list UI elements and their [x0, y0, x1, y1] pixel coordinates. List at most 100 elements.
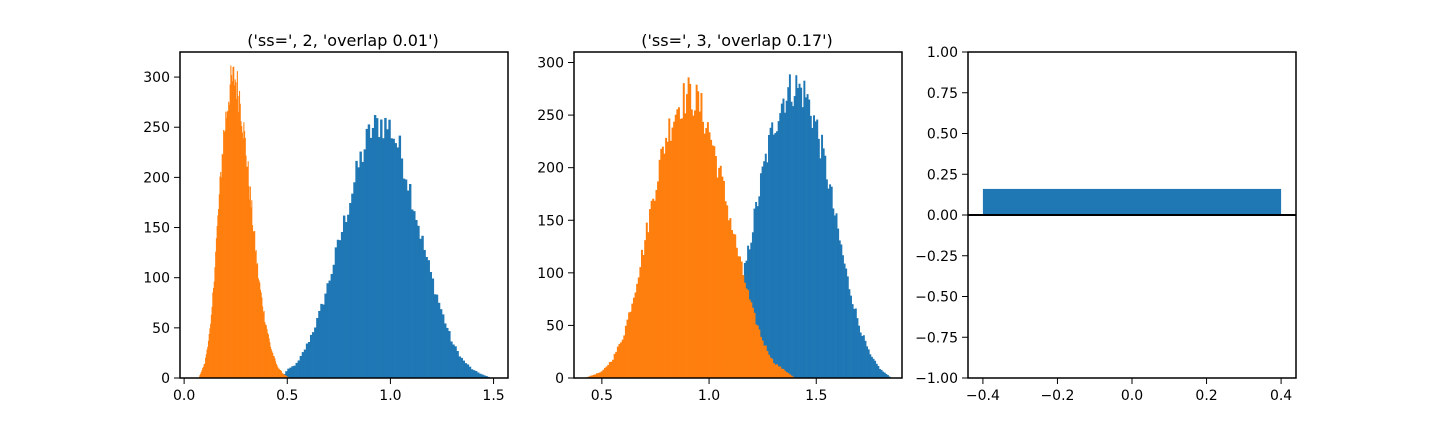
histogram-bar: [792, 106, 795, 378]
histogram-bar: [671, 127, 674, 378]
x-tick-label: 1.0: [698, 388, 720, 404]
histogram-bar: [201, 370, 203, 378]
histogram-bar: [642, 255, 645, 378]
axes-frame: [179, 51, 509, 379]
histogram-bar: [851, 304, 854, 378]
histogram-bar: [624, 325, 627, 378]
histogram-bar: [859, 332, 862, 378]
histogram-bar: [441, 314, 445, 378]
histogram-bar: [386, 129, 389, 378]
histogram-bar: [731, 230, 733, 378]
histogram-bar: [785, 100, 788, 378]
histogram-bar: [602, 369, 605, 378]
histogram-series: [584, 77, 796, 378]
histogram-bar: [474, 371, 478, 378]
histogram-bar: [809, 115, 812, 378]
histogram-bar: [398, 135, 402, 378]
histogram-bar: [202, 367, 204, 378]
histogram-bar: [886, 375, 889, 378]
histogram-bar: [780, 368, 783, 378]
histogram-bar: [591, 375, 594, 378]
histogram-bar: [682, 83, 685, 378]
histogram-bar: [345, 221, 348, 378]
histogram-bar: [213, 281, 215, 378]
histogram-bar: [779, 366, 782, 378]
histogram-bar: [822, 148, 825, 378]
histogram-bar: [267, 332, 269, 378]
x-tick-label: −0.2: [1040, 388, 1074, 404]
histogram-bar: [597, 373, 600, 378]
histogram-bar: [203, 364, 205, 378]
histogram-bar: [663, 153, 666, 378]
histogram-bar: [866, 346, 869, 378]
histogram-bar: [237, 95, 239, 378]
histogram-bar: [756, 325, 759, 378]
histogram-bar: [454, 346, 457, 378]
histogram-bar: [303, 349, 307, 378]
histogram-bar: [722, 180, 725, 378]
histogram-bar: [636, 283, 639, 378]
histogram-bar: [226, 117, 228, 378]
bar-panel-overlap: −0.4 −0.2 0.0 0.2 0.4 −1.00 −0.75 −0.50 −0.25 0.0…: [915, 45, 1297, 404]
histogram-bar: [388, 119, 391, 378]
histogram-bar: [384, 117, 387, 378]
histogram-bar: [652, 198, 655, 378]
histogram-bar: [258, 280, 260, 378]
histogram-bar: [275, 361, 277, 378]
histogram-bar: [800, 87, 803, 378]
histogram-bar: [776, 131, 779, 378]
histogram-bar: [464, 363, 468, 378]
histogram-bar: [623, 335, 626, 378]
y-tick-label: 50: [152, 321, 170, 337]
histogram-bar: [621, 339, 624, 378]
histogram-bar: [276, 365, 278, 378]
histogram-bar: [674, 114, 677, 378]
histogram-bar: [816, 119, 819, 378]
histogram-bar: [804, 97, 807, 378]
histogram-bar: [334, 247, 338, 378]
histogram-bar: [236, 71, 238, 378]
histogram-bar: [322, 304, 325, 378]
histogram-bar: [769, 357, 772, 378]
histogram-bar: [758, 196, 761, 378]
histogram-bar: [718, 167, 721, 378]
histogram-bar: [716, 177, 719, 378]
histogram-bar: [452, 344, 455, 378]
histogram-bar: [711, 145, 714, 378]
histogram-bar: [200, 372, 202, 378]
histogram-bar: [264, 324, 267, 378]
histogram-bar: [205, 357, 207, 378]
histogram-bar: [771, 122, 774, 378]
histogram-bar: [266, 328, 268, 378]
histogram-bar: [858, 325, 861, 378]
histogram-bar: [777, 366, 780, 378]
histogram-bar: [788, 374, 791, 378]
histogram-bar: [273, 356, 275, 378]
histogram-bar: [880, 369, 883, 378]
histogram-bar: [279, 369, 281, 378]
x-tick-label: 0.2: [1195, 388, 1217, 404]
histogram-bar: [660, 148, 663, 378]
histogram-bar: [316, 318, 319, 378]
histogram-bar: [431, 278, 435, 378]
histogram-bar: [616, 346, 619, 378]
histogram-bar: [829, 184, 832, 378]
histogram-bar: [841, 255, 844, 378]
histogram-bar: [249, 186, 251, 378]
histogram-series: [719, 74, 893, 378]
histogram-bar: [872, 358, 875, 378]
histogram-bar: [788, 74, 791, 378]
histogram-bar: [784, 112, 787, 378]
histogram-bar: [217, 215, 219, 378]
histogram-bar: [246, 166, 248, 378]
histogram-bar: [219, 176, 221, 378]
histogram-series: [198, 65, 290, 378]
histogram-bar: [347, 214, 350, 378]
histogram-bar: [779, 113, 782, 378]
histogram-bar: [748, 299, 751, 378]
histogram-bar: [832, 208, 835, 378]
histogram-bar: [608, 362, 611, 378]
histogram-bar: [338, 240, 342, 378]
plot-area: [584, 74, 893, 378]
histogram-bar: [669, 140, 672, 378]
